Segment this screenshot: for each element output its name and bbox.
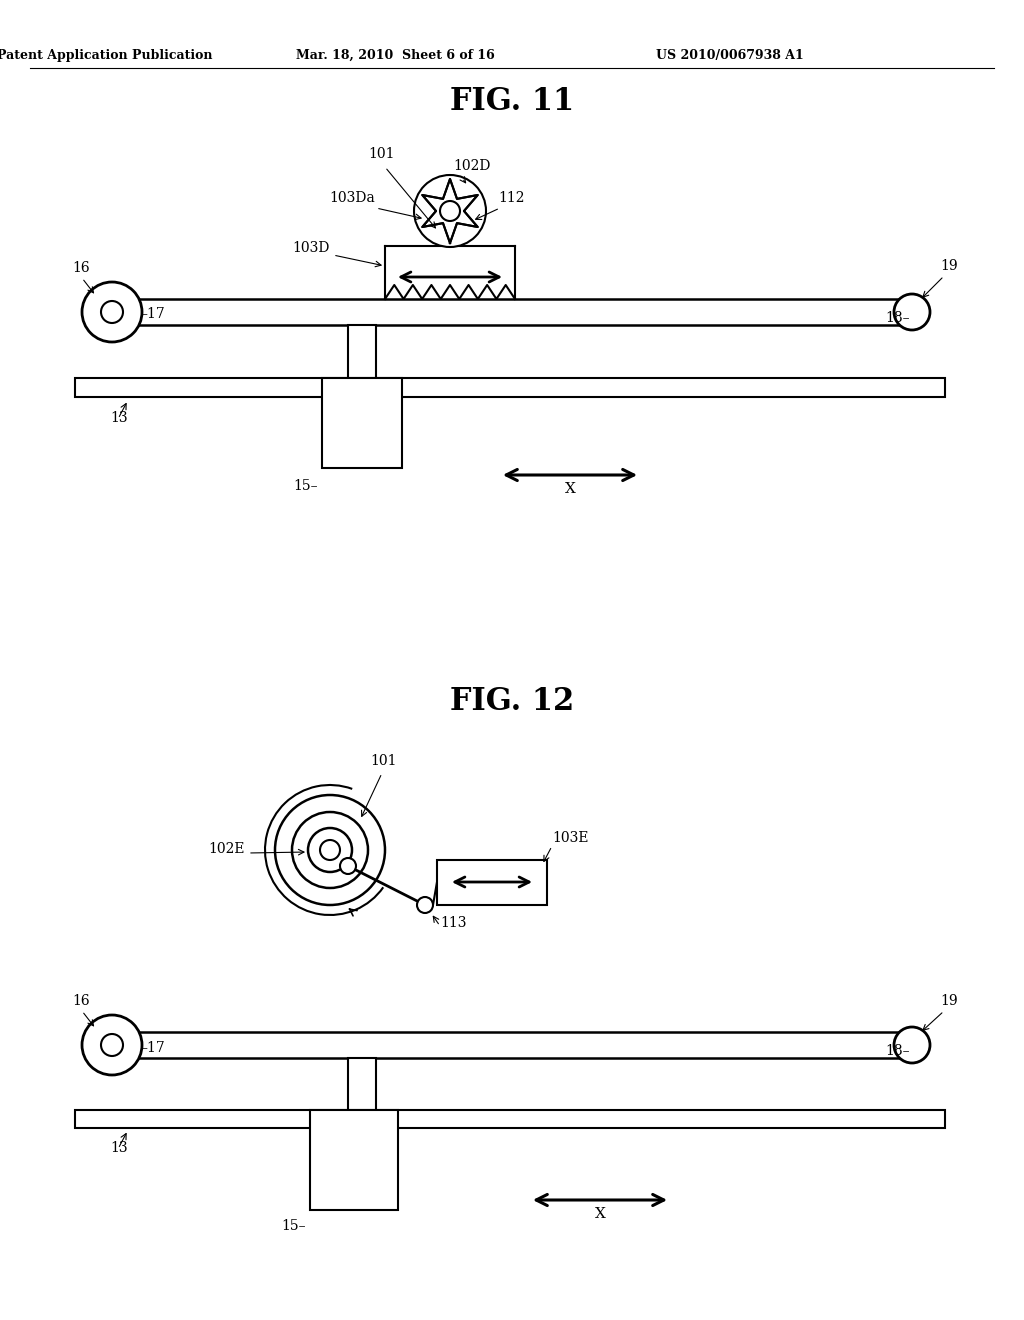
- Text: 15–: 15–: [293, 479, 318, 492]
- Text: 13: 13: [110, 1140, 128, 1155]
- Text: X: X: [595, 1206, 605, 1221]
- Circle shape: [101, 1034, 123, 1056]
- Bar: [75, 378, 945, 397]
- Circle shape: [340, 858, 356, 874]
- Circle shape: [440, 201, 460, 220]
- Circle shape: [82, 1015, 142, 1074]
- Bar: [310, 1110, 398, 1210]
- Text: 16: 16: [72, 994, 90, 1008]
- Text: 101: 101: [370, 754, 396, 768]
- Circle shape: [82, 282, 142, 342]
- Text: 19: 19: [940, 259, 957, 273]
- Text: 113: 113: [440, 916, 467, 931]
- Circle shape: [414, 176, 486, 247]
- Text: –17: –17: [140, 1041, 165, 1055]
- Text: FIG. 12: FIG. 12: [450, 686, 574, 717]
- Circle shape: [101, 301, 123, 323]
- Text: 102E: 102E: [209, 842, 245, 855]
- Text: 18–: 18–: [885, 1044, 909, 1059]
- Text: 18–: 18–: [885, 312, 909, 325]
- Text: US 2010/0067938 A1: US 2010/0067938 A1: [656, 49, 804, 62]
- Text: X: X: [564, 482, 575, 496]
- Text: 13: 13: [110, 411, 128, 425]
- Text: 16: 16: [72, 261, 90, 275]
- Bar: [348, 1059, 376, 1110]
- Text: 112: 112: [498, 191, 524, 205]
- Text: 103Da: 103Da: [330, 191, 375, 205]
- Text: 103D: 103D: [293, 242, 330, 255]
- Bar: [437, 861, 547, 906]
- Circle shape: [319, 840, 340, 861]
- Text: 101: 101: [368, 147, 394, 161]
- Text: 19: 19: [940, 994, 957, 1008]
- Text: 102D: 102D: [453, 158, 490, 173]
- Bar: [75, 1110, 945, 1129]
- Circle shape: [417, 898, 433, 913]
- Text: FIG. 11: FIG. 11: [450, 86, 574, 117]
- Text: 103E: 103E: [552, 832, 589, 845]
- Bar: [322, 378, 402, 469]
- Circle shape: [894, 294, 930, 330]
- Text: 15–: 15–: [282, 1218, 306, 1233]
- Text: –17: –17: [140, 308, 165, 321]
- Text: Mar. 18, 2010  Sheet 6 of 16: Mar. 18, 2010 Sheet 6 of 16: [296, 49, 495, 62]
- Text: Patent Application Publication: Patent Application Publication: [0, 49, 213, 62]
- Bar: [348, 325, 376, 378]
- Circle shape: [894, 1027, 930, 1063]
